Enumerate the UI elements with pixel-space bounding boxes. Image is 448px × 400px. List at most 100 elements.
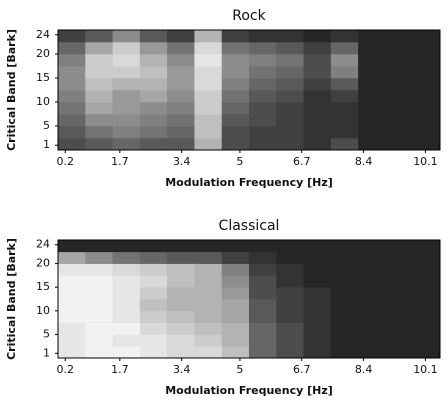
heatmap-cell — [412, 90, 441, 103]
heatmap-cell — [358, 251, 386, 264]
heatmap-cell — [330, 240, 359, 253]
heatmap-cell — [194, 251, 223, 264]
heatmap-cell — [167, 54, 195, 67]
heatmap-cell — [112, 322, 141, 335]
heatmap-cell — [276, 310, 304, 323]
x-tick-label: 6.7 — [293, 155, 311, 168]
heatmap-cell — [139, 114, 168, 127]
heatmap-cell — [221, 126, 250, 139]
heatmap-cell — [194, 90, 223, 103]
heatmap-cell — [358, 90, 386, 103]
heatmap-cell — [112, 66, 141, 79]
x-tick-label: 6.7 — [293, 363, 311, 376]
heatmap-cell — [139, 138, 168, 151]
x-tick-label: 5 — [236, 155, 243, 168]
heatmap-cell — [276, 138, 304, 151]
heatmap-cell — [385, 322, 414, 335]
heatmap-cell — [249, 251, 277, 264]
heatmap-cell — [85, 78, 113, 91]
heatmap-cell — [249, 263, 277, 276]
heatmap-cell — [221, 322, 250, 335]
heatmap-cell — [85, 126, 113, 139]
heatmap-cell — [58, 114, 86, 127]
y-tick-label: 10 — [36, 304, 50, 317]
heatmap-cell — [139, 251, 168, 264]
heatmap-cell — [303, 126, 332, 139]
heatmap-cell — [276, 287, 304, 300]
x-tick-label: 3.4 — [173, 155, 191, 168]
x-tick-label: 0.2 — [57, 155, 75, 168]
y-axis-label: Critical Band [Bark] — [5, 238, 18, 360]
heatmap-cell — [330, 287, 359, 300]
heatmap-cell — [358, 54, 386, 67]
heatmap-cell — [58, 126, 86, 139]
heatmap-cell — [412, 275, 441, 288]
heatmap-cell — [112, 30, 141, 43]
heatmap-cell — [249, 66, 277, 79]
heatmap-cell — [412, 322, 441, 335]
heatmap-cell — [112, 90, 141, 103]
heatmap-cell — [358, 240, 386, 253]
heatmap-cell — [167, 251, 195, 264]
heatmap-cell — [139, 310, 168, 323]
heatmap-cell — [85, 102, 113, 115]
heatmap-cell — [139, 263, 168, 276]
y-tick-label: 15 — [36, 280, 50, 293]
plot-frame — [57, 239, 441, 359]
heatmap-cell — [85, 66, 113, 79]
chart-title: Classical — [219, 218, 280, 234]
heatmap-cell — [385, 78, 414, 91]
heatmap-cell — [249, 299, 277, 312]
heatmap-cell — [385, 310, 414, 323]
heatmap-cell — [85, 299, 113, 312]
heatmap-cell — [303, 346, 332, 359]
x-tick-label: 10.1 — [413, 155, 438, 168]
heatmap-cell — [385, 287, 414, 300]
heatmap-cell — [167, 114, 195, 127]
heatmap-cell — [412, 78, 441, 91]
heatmap-cell — [385, 251, 414, 264]
heatmap-cell — [249, 346, 277, 359]
heatmap-cell — [249, 334, 277, 347]
heatmap-cell — [221, 66, 250, 79]
heatmap-cell — [112, 299, 141, 312]
heatmap-cell — [276, 251, 304, 264]
heatmap-cell — [276, 322, 304, 335]
heatmap-cell — [412, 346, 441, 359]
heatmap-cell — [303, 322, 332, 335]
heatmap-cell — [139, 30, 168, 43]
heatmap-cell — [412, 251, 441, 264]
heatmap-cell — [385, 42, 414, 55]
y-tick-label: 5 — [43, 327, 50, 340]
heatmap-cell — [112, 310, 141, 323]
x-axis-label: Modulation Frequency [Hz] — [165, 384, 333, 397]
heatmap-cell — [303, 334, 332, 347]
heatmap-cell — [221, 114, 250, 127]
heatmap-cell — [221, 42, 250, 55]
heatmap-cell — [385, 299, 414, 312]
heatmap-cell — [167, 126, 195, 139]
heatmap-cell — [194, 138, 223, 151]
heatmap-cell — [385, 30, 414, 43]
heatmap-cell — [412, 30, 441, 43]
heatmap-cell — [358, 138, 386, 151]
heatmap-cell — [412, 102, 441, 115]
heatmap-cell — [167, 275, 195, 288]
y-tick-label: 24 — [36, 28, 50, 41]
heatmap-cell — [85, 90, 113, 103]
heatmap-cell — [358, 78, 386, 91]
heatmap-cell — [303, 275, 332, 288]
heatmap-cell — [221, 251, 250, 264]
heatmap-cell — [330, 78, 359, 91]
heatmap-cell — [167, 42, 195, 55]
heatmap-cell — [58, 251, 86, 264]
heatmap-cell — [85, 346, 113, 359]
heatmap-cell — [249, 90, 277, 103]
heatmap-cell — [194, 334, 223, 347]
heatmap-cell — [330, 54, 359, 67]
x-tick-label: 1.7 — [111, 155, 129, 168]
heatmap-cell — [330, 90, 359, 103]
heatmap-cell — [276, 240, 304, 253]
heatmap-cell — [139, 126, 168, 139]
heatmap-cell — [303, 287, 332, 300]
